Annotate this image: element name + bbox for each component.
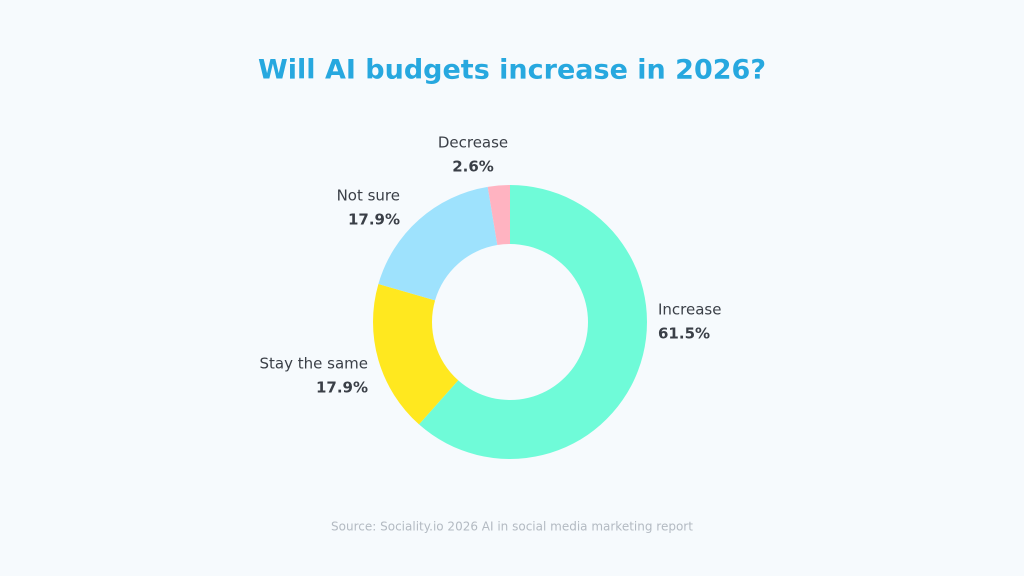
donut-slice <box>378 186 498 301</box>
donut-slice <box>419 185 647 460</box>
slice-value: 2.6% <box>452 158 494 176</box>
slice-label: Stay the same <box>260 355 368 373</box>
slice-value: 61.5% <box>658 325 710 343</box>
slice-value: 17.9% <box>348 211 400 229</box>
slice-label: Decrease <box>438 134 508 152</box>
source-note: Source: Sociality.io 2026 AI in social m… <box>331 520 693 534</box>
slice-label: Increase <box>658 301 721 319</box>
donut-slice <box>487 185 510 246</box>
chart-title: Will AI budgets increase in 2026? <box>258 55 766 86</box>
slice-label: Not sure <box>337 187 400 205</box>
donut-slice <box>373 283 459 425</box>
slice-value: 17.9% <box>316 379 368 397</box>
